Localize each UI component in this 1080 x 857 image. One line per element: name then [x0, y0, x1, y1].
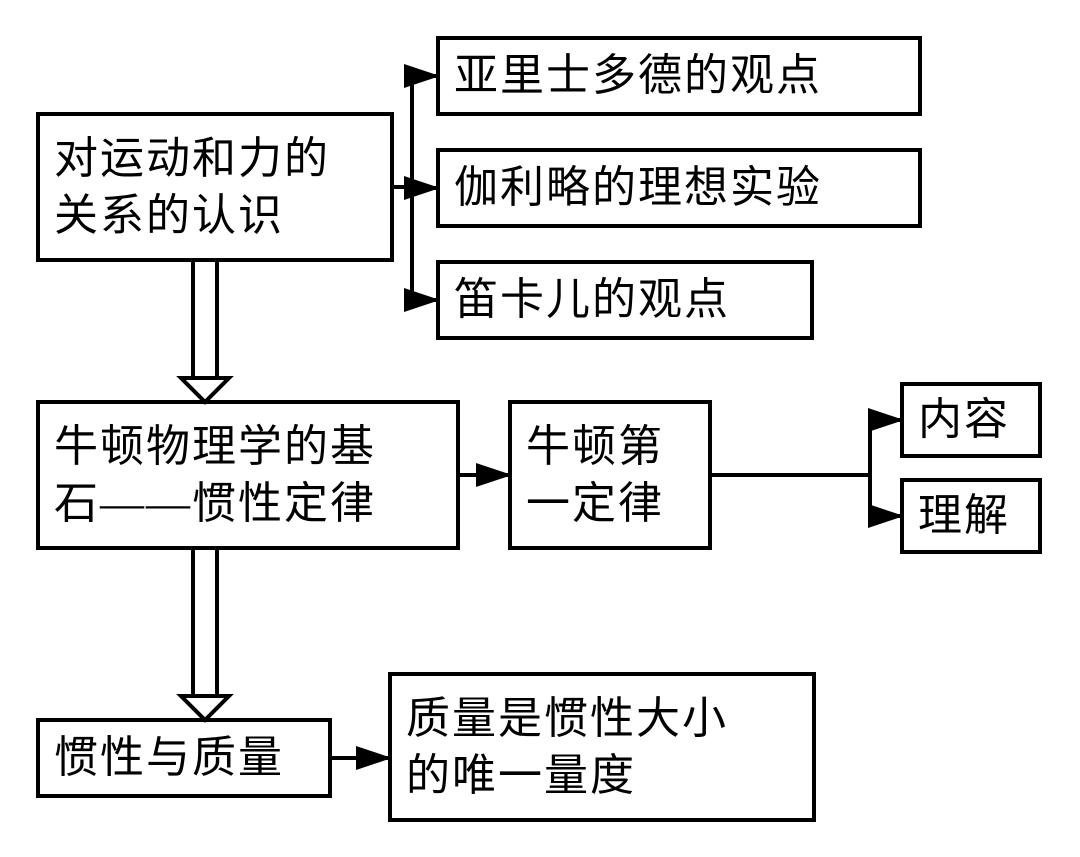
node-galileo: 伽利略的理想实验 [436, 148, 922, 228]
node-root: 对运动和力的 关系的认识 [36, 112, 394, 262]
node-understand: 理解 [900, 478, 1042, 554]
node-newton-first: 牛顿第 一定律 [508, 400, 712, 550]
node-aristotle: 亚里士多德的观点 [436, 36, 922, 116]
node-content: 内容 [900, 382, 1042, 458]
node-descartes: 笛卡儿的观点 [436, 260, 814, 340]
node-inertia-mass: 惯性与质量 [36, 718, 332, 798]
node-mass-measure: 质量是惯性大小 的唯一量度 [388, 672, 816, 822]
node-newton-base: 牛顿物理学的基 石——惯性定律 [36, 400, 460, 550]
